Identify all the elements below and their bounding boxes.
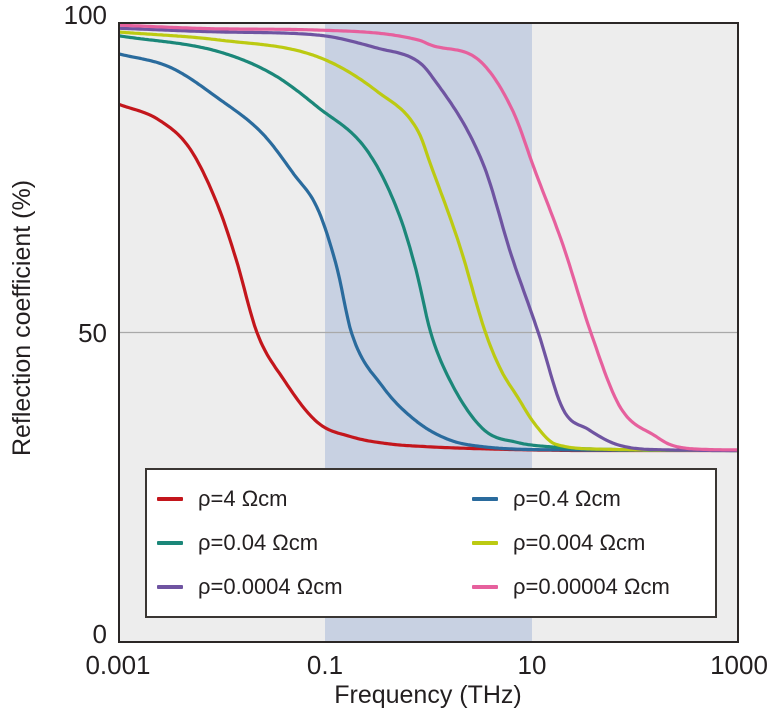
x-tick-label-0.1: 0.1 xyxy=(306,650,344,680)
legend-swatch-rho-0-4 xyxy=(472,497,498,501)
legend-label: ρ=0.4 Ωcm xyxy=(513,486,621,511)
x-axis-title: Frequency (THz) xyxy=(334,681,522,709)
y-tick-label-100: 100 xyxy=(63,0,107,30)
legend-item-rho-0-0004: ρ=0.0004 Ωcm xyxy=(157,565,472,609)
y-tick-label-0: 0 xyxy=(92,619,107,649)
x-tick-label-0.001: 0.001 xyxy=(85,650,151,680)
legend-swatch-rho-4 xyxy=(157,497,183,501)
legend-label: ρ=0.004 Ωcm xyxy=(513,530,646,555)
legend-item-rho-0-4: ρ=0.4 Ωcm xyxy=(472,477,715,521)
legend-swatch-rho-0-04 xyxy=(157,541,183,545)
y-axis-title: Reflection coefficient (%) xyxy=(8,179,36,457)
legend-item-rho-0-00004: ρ=0.00004 Ωcm xyxy=(472,565,715,609)
legend-swatch-rho-0-00004 xyxy=(472,585,498,589)
legend: ρ=4 Ωcm ρ=0.4 Ωcm ρ=0.04 Ωcm ρ=0.004 Ωcm… xyxy=(145,468,717,618)
legend-item-rho-0-04: ρ=0.04 Ωcm xyxy=(157,521,472,565)
legend-label: ρ=0.04 Ωcm xyxy=(198,530,319,555)
legend-label: ρ=4 Ωcm xyxy=(198,486,288,511)
legend-item-rho-0-004: ρ=0.004 Ωcm xyxy=(472,521,715,565)
legend-swatch-rho-0-004 xyxy=(472,541,498,545)
legend-swatch-rho-0-0004 xyxy=(157,585,183,589)
x-tick-label-10: 10 xyxy=(517,650,547,680)
legend-item-rho-4: ρ=4 Ωcm xyxy=(157,477,472,521)
legend-label: ρ=0.0004 Ωcm xyxy=(198,574,343,599)
y-tick-label-50: 50 xyxy=(78,318,107,348)
x-tick-label-1000: 1000 xyxy=(710,650,768,680)
legend-label: ρ=0.00004 Ωcm xyxy=(513,574,670,599)
